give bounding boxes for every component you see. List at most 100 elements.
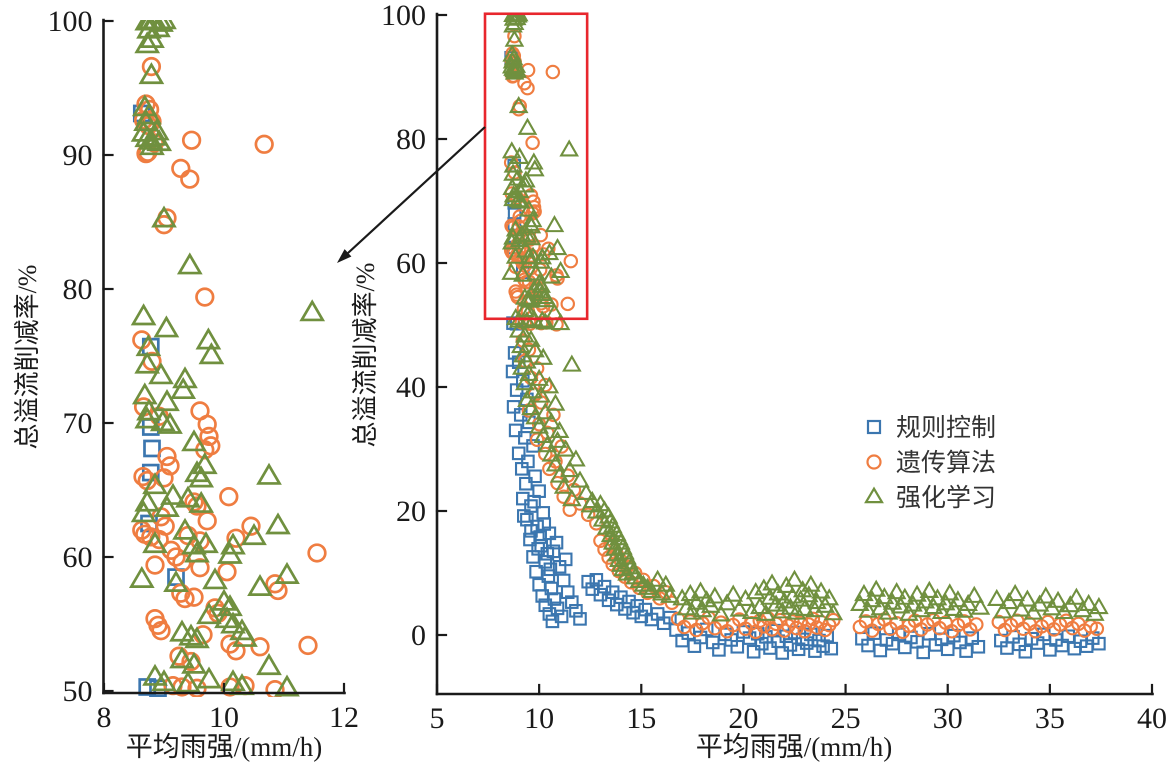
data-point-marker — [559, 459, 580, 478]
data-point-marker — [539, 376, 560, 394]
data-point-marker — [190, 558, 210, 578]
data-point-marker — [783, 638, 798, 652]
data-point-marker — [154, 494, 180, 517]
data-point-marker — [766, 594, 786, 612]
data-point-marker — [1089, 621, 1105, 637]
data-point-marker — [195, 287, 215, 307]
data-point-marker — [219, 487, 239, 507]
data-point-marker — [589, 573, 604, 587]
data-point-marker — [523, 381, 543, 399]
data-point-marker — [626, 605, 640, 620]
data-point-marker — [517, 509, 531, 523]
data-point-marker — [916, 645, 931, 660]
data-point-marker — [524, 499, 538, 513]
data-point-marker — [545, 64, 561, 80]
data-point-marker — [562, 354, 582, 372]
data-point-marker — [184, 626, 210, 649]
data-point-marker — [622, 594, 636, 609]
data-point-marker — [143, 118, 170, 141]
data-point-marker — [525, 407, 545, 425]
data-point-marker — [556, 573, 571, 588]
data-point-marker — [536, 290, 557, 308]
data-point-marker — [1078, 593, 1099, 611]
data-point-marker — [882, 592, 903, 610]
data-point-marker — [166, 547, 186, 567]
data-point-marker — [545, 393, 566, 411]
data-point-marker — [563, 253, 579, 269]
data-point-marker — [729, 599, 750, 617]
data-point-marker — [197, 414, 217, 434]
data-point-marker — [195, 327, 222, 350]
data-point-marker — [130, 303, 157, 326]
data-point-marker — [157, 411, 183, 434]
zoom-region-box — [483, 12, 589, 321]
right-panel: 0 20 40 60 80 100 5 10 15 20 25 30 35 40 平均雨强/(mm/h) 总溢… — [351, 0, 1167, 762]
data-point-marker — [862, 590, 882, 608]
data-point-marker — [232, 624, 258, 647]
data-point-marker — [549, 465, 570, 483]
data-point-marker — [528, 469, 542, 484]
data-point-marker — [690, 581, 711, 599]
data-point-marker — [807, 591, 827, 610]
data-point-marker — [786, 602, 807, 620]
data-point-marker — [531, 251, 551, 269]
data-point-marker — [516, 491, 530, 506]
data-point-marker — [516, 170, 536, 188]
data-point-marker — [503, 155, 524, 173]
data-point-marker — [175, 670, 201, 693]
data-point-marker — [136, 398, 162, 421]
data-point-marker — [723, 584, 744, 602]
data-point-marker — [508, 423, 523, 438]
data-point-marker — [137, 20, 164, 30]
left-tick-labels: 50 60 70 80 90 100 8 10 12 — [48, 5, 360, 734]
data-point-marker — [1011, 599, 1032, 617]
data-point-marker — [535, 312, 556, 330]
right-y-axis-label: 总溢流削减率/% — [351, 263, 380, 448]
y-tick-label: 80 — [396, 123, 426, 156]
data-point-marker — [542, 461, 557, 477]
data-point-marker — [524, 152, 544, 170]
data-point-marker — [730, 639, 745, 654]
data-point-marker — [931, 601, 952, 620]
data-point-marker — [565, 595, 579, 609]
data-point-marker — [711, 604, 731, 622]
data-point-marker — [550, 271, 565, 286]
data-point-marker — [521, 228, 542, 246]
data-point-marker — [509, 229, 530, 248]
data-point-marker — [537, 435, 558, 453]
data-point-marker — [529, 416, 549, 434]
data-point-marker — [517, 117, 538, 135]
data-point-marker — [531, 275, 551, 293]
data-point-marker — [895, 587, 915, 605]
data-point-marker — [556, 489, 571, 504]
legend-item-reinforcement-learning: 强化学习 — [864, 484, 996, 512]
data-point-marker — [128, 565, 155, 588]
data-point-marker — [517, 311, 537, 329]
data-point-marker — [514, 462, 529, 476]
data-point-marker — [503, 15, 523, 33]
data-point-marker — [197, 511, 217, 531]
data-point-marker — [519, 476, 533, 491]
data-point-marker — [141, 527, 161, 547]
data-point-marker — [160, 482, 186, 505]
data-point-marker — [923, 596, 944, 615]
data-point-marker — [163, 569, 189, 592]
data-point-marker — [629, 570, 650, 589]
data-point-marker — [274, 674, 300, 697]
data-point-marker — [811, 581, 831, 599]
data-point-marker — [907, 584, 927, 602]
data-point-marker — [178, 623, 204, 646]
data-point-marker — [254, 134, 274, 154]
data-point-marker — [149, 409, 176, 432]
data-point-marker — [576, 482, 596, 501]
data-point-marker — [134, 406, 161, 429]
data-point-marker — [544, 215, 565, 233]
data-point-marker — [525, 159, 545, 177]
data-point-marker — [519, 363, 539, 381]
data-point-marker — [217, 562, 237, 582]
data-point-marker — [521, 397, 541, 416]
data-point-marker — [971, 639, 986, 654]
x-tick-label: 10 — [209, 701, 239, 734]
data-point-marker — [651, 583, 672, 601]
x-tick-label: 10 — [524, 702, 554, 735]
